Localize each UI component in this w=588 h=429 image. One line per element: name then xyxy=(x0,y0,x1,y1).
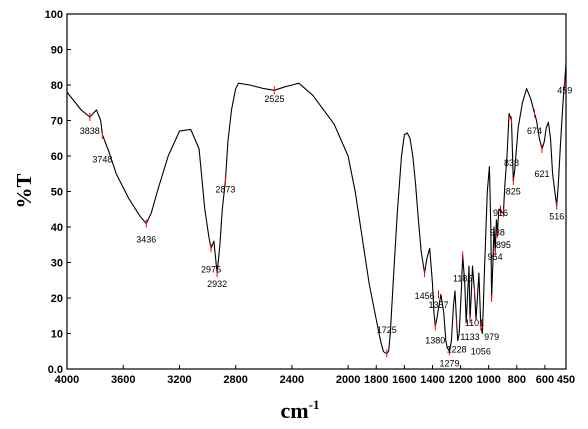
peak-label: 1133 xyxy=(460,332,479,342)
peak-label: 838 xyxy=(504,158,519,168)
peak-label: 1185 xyxy=(453,273,472,283)
x-axis-title: cm-1 xyxy=(281,397,320,423)
x-tick-label: 3200 xyxy=(167,374,191,386)
y-tick-label: 40 xyxy=(51,222,63,234)
y-tick-label: 10 xyxy=(51,329,63,341)
x-tick-label: 450 xyxy=(557,374,575,386)
peak-label: 2525 xyxy=(264,94,284,104)
peak-label: 1101 xyxy=(465,318,484,328)
y-axis-title: %T xyxy=(12,173,36,208)
peak-label: 2932 xyxy=(207,279,227,289)
y-tick-label: 100 xyxy=(45,9,63,21)
peak-label: 1357 xyxy=(428,300,448,310)
peak-label: 825 xyxy=(506,187,521,197)
peak-label: 1456 xyxy=(415,291,435,301)
x-tick-label: 4000 xyxy=(55,374,79,386)
peak-label: 459 xyxy=(557,85,572,95)
x-axis-title-superscript: -1 xyxy=(309,397,320,412)
x-tick-label: 2400 xyxy=(280,374,304,386)
y-tick-label: 60 xyxy=(51,151,63,163)
peak-label: 938 xyxy=(490,227,505,237)
peak-label: 2975 xyxy=(201,265,221,275)
x-tick-label: 800 xyxy=(508,374,526,386)
y-tick-label: 0.0 xyxy=(48,364,63,376)
peak-label: 954 xyxy=(488,252,503,262)
peak-label: 3838 xyxy=(80,126,100,136)
y-tick-label: 90 xyxy=(51,45,63,57)
peak-label: 916 xyxy=(493,208,508,218)
peak-label: 1725 xyxy=(377,325,397,335)
y-tick-label: 80 xyxy=(51,80,63,92)
peak-label: 2873 xyxy=(215,185,235,195)
y-axis: 0.0 10 20 30 40 50 60 70 80 90 100 xyxy=(45,9,71,376)
peak-label: 621 xyxy=(534,169,549,179)
peak-label: 979 xyxy=(484,332,499,342)
plot-frame xyxy=(66,13,567,370)
x-tick-label: 2800 xyxy=(223,374,247,386)
x-tick-label: 600 xyxy=(536,374,554,386)
peak-label: 516 xyxy=(549,211,564,221)
peak-label: 1279 xyxy=(439,359,459,369)
x-axis: 4000 3600 3200 2800 2400 2000 1800 1600 1400 1200… xyxy=(55,365,575,386)
peak-label: 1056 xyxy=(471,346,491,356)
peak-label: 895 xyxy=(496,240,511,250)
peak-label: 3436 xyxy=(136,234,156,244)
x-axis-title-base: cm xyxy=(281,398,309,423)
y-tick-label: 50 xyxy=(51,187,63,199)
peak-label: 1228 xyxy=(447,344,467,354)
x-tick-label: 1400 xyxy=(420,374,444,386)
y-tick-label: 20 xyxy=(51,293,63,305)
spectrum-line xyxy=(66,63,567,354)
x-tick-label: 1800 xyxy=(364,374,388,386)
peak-label: 674 xyxy=(527,126,542,136)
x-tick-label: 1600 xyxy=(392,374,416,386)
y-tick-label: 30 xyxy=(51,258,63,270)
x-tick-label: 3600 xyxy=(111,374,135,386)
y-tick-label: 70 xyxy=(51,116,63,128)
x-tick-label: 1200 xyxy=(448,374,472,386)
peak-markers: 3838 3748 3436 2975 2932 2873 2525 1725 14561357… xyxy=(80,77,572,369)
x-tick-label: 2000 xyxy=(336,374,360,386)
peak-label: 3748 xyxy=(92,155,112,165)
x-tick-label: 1000 xyxy=(476,374,500,386)
peak-label: 1380 xyxy=(425,336,445,346)
